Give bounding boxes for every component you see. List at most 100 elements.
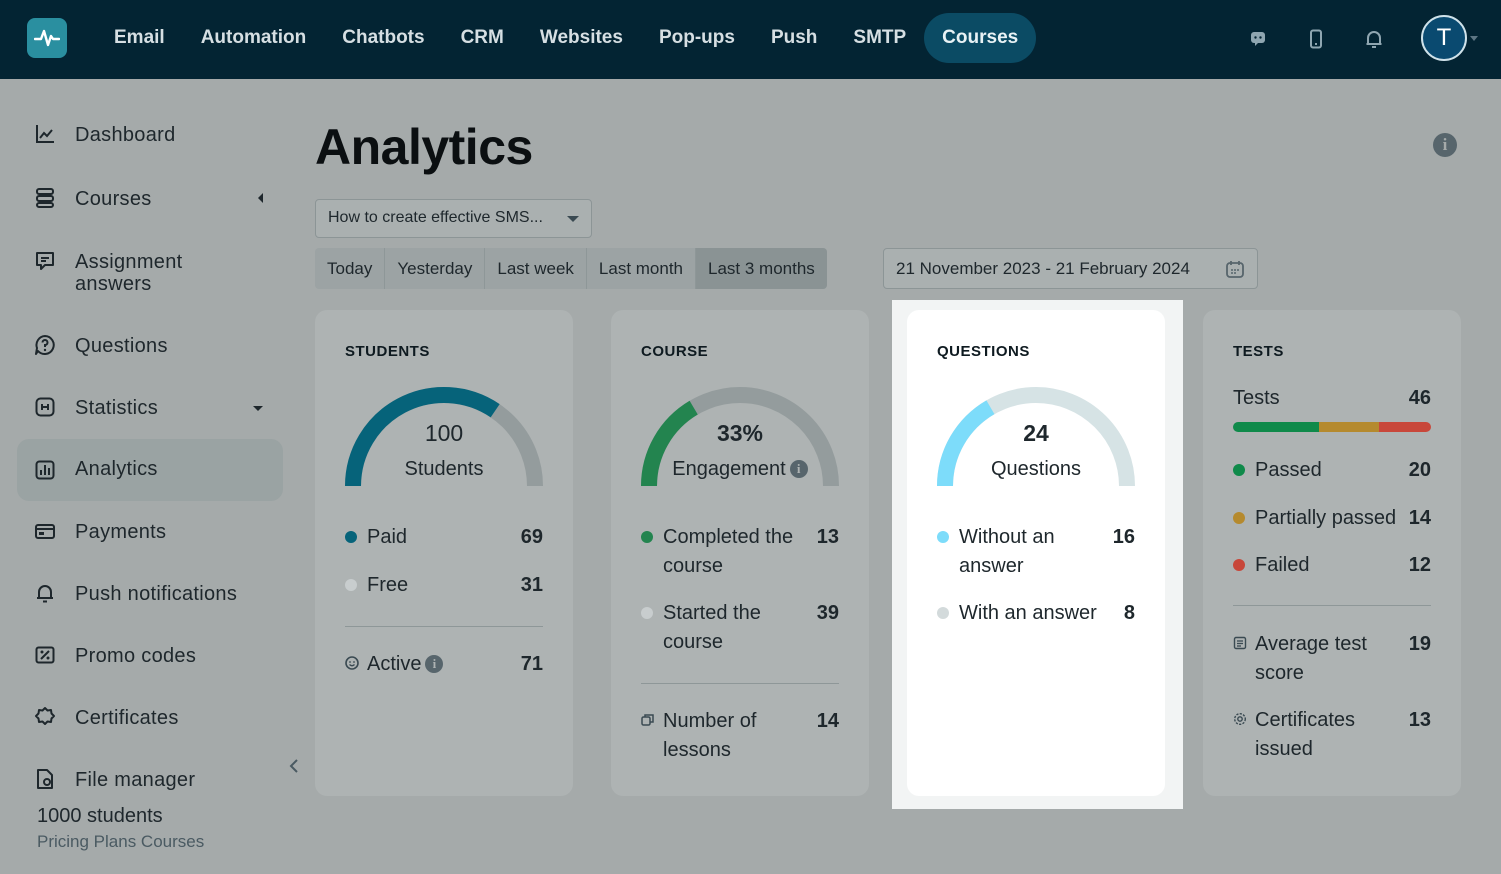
free-label: Free	[367, 574, 409, 596]
percent-icon	[35, 646, 55, 664]
sidebar-label-promo: Promo codes	[75, 645, 197, 667]
period-last-3-months[interactable]: Last 3 months	[696, 248, 827, 289]
bar-chart-icon	[35, 460, 55, 480]
sidebar-item-file-manager[interactable]: File manager	[17, 768, 283, 792]
questions-gauge-arc	[937, 400, 995, 487]
card-title: QUESTIONS	[937, 343, 1030, 360]
students-gauge	[345, 387, 543, 487]
sidebar-item-courses[interactable]: Courses	[17, 187, 283, 211]
calendar-icon	[1226, 261, 1244, 278]
average-score-label-2: score	[1255, 662, 1304, 684]
sidebar-item-certificates[interactable]: Certificates	[17, 706, 283, 730]
without-answer-row: Without an answer 16	[937, 523, 1135, 581]
info-icon[interactable]: i	[789, 460, 808, 478]
course-select[interactable]: How to create effective SMS...	[315, 199, 592, 238]
questions-gauge-label: Questions	[990, 458, 1082, 480]
info-icon[interactable]: i	[1433, 133, 1457, 157]
nav-chatbots[interactable]: Chatbots	[342, 27, 425, 48]
sidebar-item-questions[interactable]: Questions	[17, 334, 283, 358]
nav-popups[interactable]: Pop-ups	[658, 27, 735, 48]
students-card: STUDENTS 100 Students Paid 69 Free 31 Ac…	[315, 310, 573, 796]
nav-push[interactable]: Push	[770, 27, 818, 48]
collapse-sidebar-icon[interactable]	[287, 758, 301, 774]
tests-card: TESTS Tests 46 Passed 20 Partially passe…	[1203, 310, 1461, 796]
tests-progress-bar	[1233, 422, 1431, 432]
active-label: Active i	[367, 650, 444, 679]
bell-outline-icon	[37, 585, 53, 603]
card-title: TESTS	[1233, 343, 1284, 360]
chevron-down-icon	[567, 216, 579, 222]
partial-row: Partially passed 14	[1233, 504, 1431, 533]
line-chart-icon	[36, 125, 54, 143]
sidebar-item-payments[interactable]: Payments	[17, 520, 283, 544]
students-gauge-label: Students	[404, 458, 484, 480]
sidebar-item-push-notifications[interactable]: Push notifications	[17, 582, 283, 606]
caret-down-icon	[253, 406, 263, 411]
period-last-month[interactable]: Last month	[587, 248, 697, 289]
info-icon[interactable]: i	[425, 655, 444, 673]
sidebar-item-assignment-answers[interactable]: Assignment answers	[17, 250, 283, 296]
nav-email[interactable]: Email	[114, 27, 165, 48]
partial-segment	[1319, 422, 1380, 432]
statistics-icon	[35, 397, 55, 417]
paid-row: Paid 69	[345, 523, 543, 552]
nav-courses[interactable]: Courses	[924, 13, 1037, 63]
divider	[345, 626, 543, 627]
questions-total: 24	[1023, 420, 1049, 446]
average-score-value: 19	[1408, 633, 1431, 655]
without-answer-label-1: Without an	[959, 526, 1055, 548]
failed-label: Failed	[1255, 554, 1310, 576]
logo-pulse-icon[interactable]	[27, 18, 67, 58]
nav-websites[interactable]: Websites	[539, 27, 623, 48]
passed-row: Passed 20	[1233, 456, 1431, 485]
divider	[641, 683, 839, 684]
started-label-2: course	[663, 631, 724, 653]
engagement-label: Engagement i	[611, 458, 869, 481]
period-last-week[interactable]: Last week	[485, 248, 587, 289]
nav-smtp[interactable]: SMTP	[853, 27, 907, 48]
date-range-picker[interactable]: 21 November 2023 - 21 February 2024	[883, 248, 1258, 289]
certificates-row: Certificates issued 13	[1233, 706, 1431, 764]
mobile-icon[interactable]	[1304, 27, 1328, 51]
completed-label-2: course	[663, 555, 724, 577]
started-dot	[641, 607, 653, 619]
comment-icon	[36, 252, 54, 270]
bell-icon[interactable]	[1362, 27, 1386, 51]
question-icon	[35, 335, 55, 355]
engagement-gauge-arc	[641, 400, 698, 487]
failed-row: Failed 12	[1233, 551, 1431, 580]
passed-segment	[1233, 422, 1320, 432]
nav-automation[interactable]: Automation	[200, 27, 307, 48]
completed-row: Completed the course 13	[641, 523, 839, 581]
file-icon	[37, 769, 53, 789]
period-today[interactable]: Today	[315, 248, 386, 289]
questions-card: QUESTIONS 24 Questions Without an answer…	[907, 310, 1165, 796]
without-answer-dot	[937, 531, 949, 543]
avatar-chevron-down-icon[interactable]	[1470, 36, 1478, 41]
period-yesterday[interactable]: Yesterday	[385, 248, 486, 289]
tests-total-row: Tests 46	[1233, 384, 1431, 413]
user-avatar[interactable]: T	[1421, 15, 1467, 61]
plan-link[interactable]: Pricing Plans Courses	[37, 832, 205, 851]
certificates-label-1: Certificates	[1255, 709, 1356, 731]
sidebar-label-assignment-1: Assignment	[75, 251, 183, 273]
completed-value: 13	[816, 526, 839, 548]
lessons-label-2: lessons	[663, 739, 731, 761]
sidebar-item-promo-codes[interactable]: Promo codes	[17, 644, 283, 668]
free-value: 31	[520, 574, 543, 596]
completed-dot	[641, 531, 653, 543]
lessons-row: Number of lessons 14	[641, 707, 839, 765]
started-value: 39	[816, 602, 839, 624]
sidebar-item-analytics[interactable]: Analytics	[17, 439, 283, 501]
chat-icon[interactable]	[1246, 27, 1270, 51]
paid-dot	[345, 531, 357, 543]
gear-icon	[1233, 712, 1247, 726]
divider	[1233, 605, 1431, 606]
paid-label: Paid	[367, 526, 408, 548]
sidebar-item-statistics[interactable]: Statistics	[17, 396, 283, 420]
nav-crm[interactable]: CRM	[460, 27, 504, 48]
tests-value: 46	[1408, 387, 1431, 409]
sidebar-item-dashboard[interactable]: Dashboard	[17, 123, 283, 147]
sidebar-label-questions: Questions	[75, 335, 168, 357]
passed-dot	[1233, 464, 1245, 476]
